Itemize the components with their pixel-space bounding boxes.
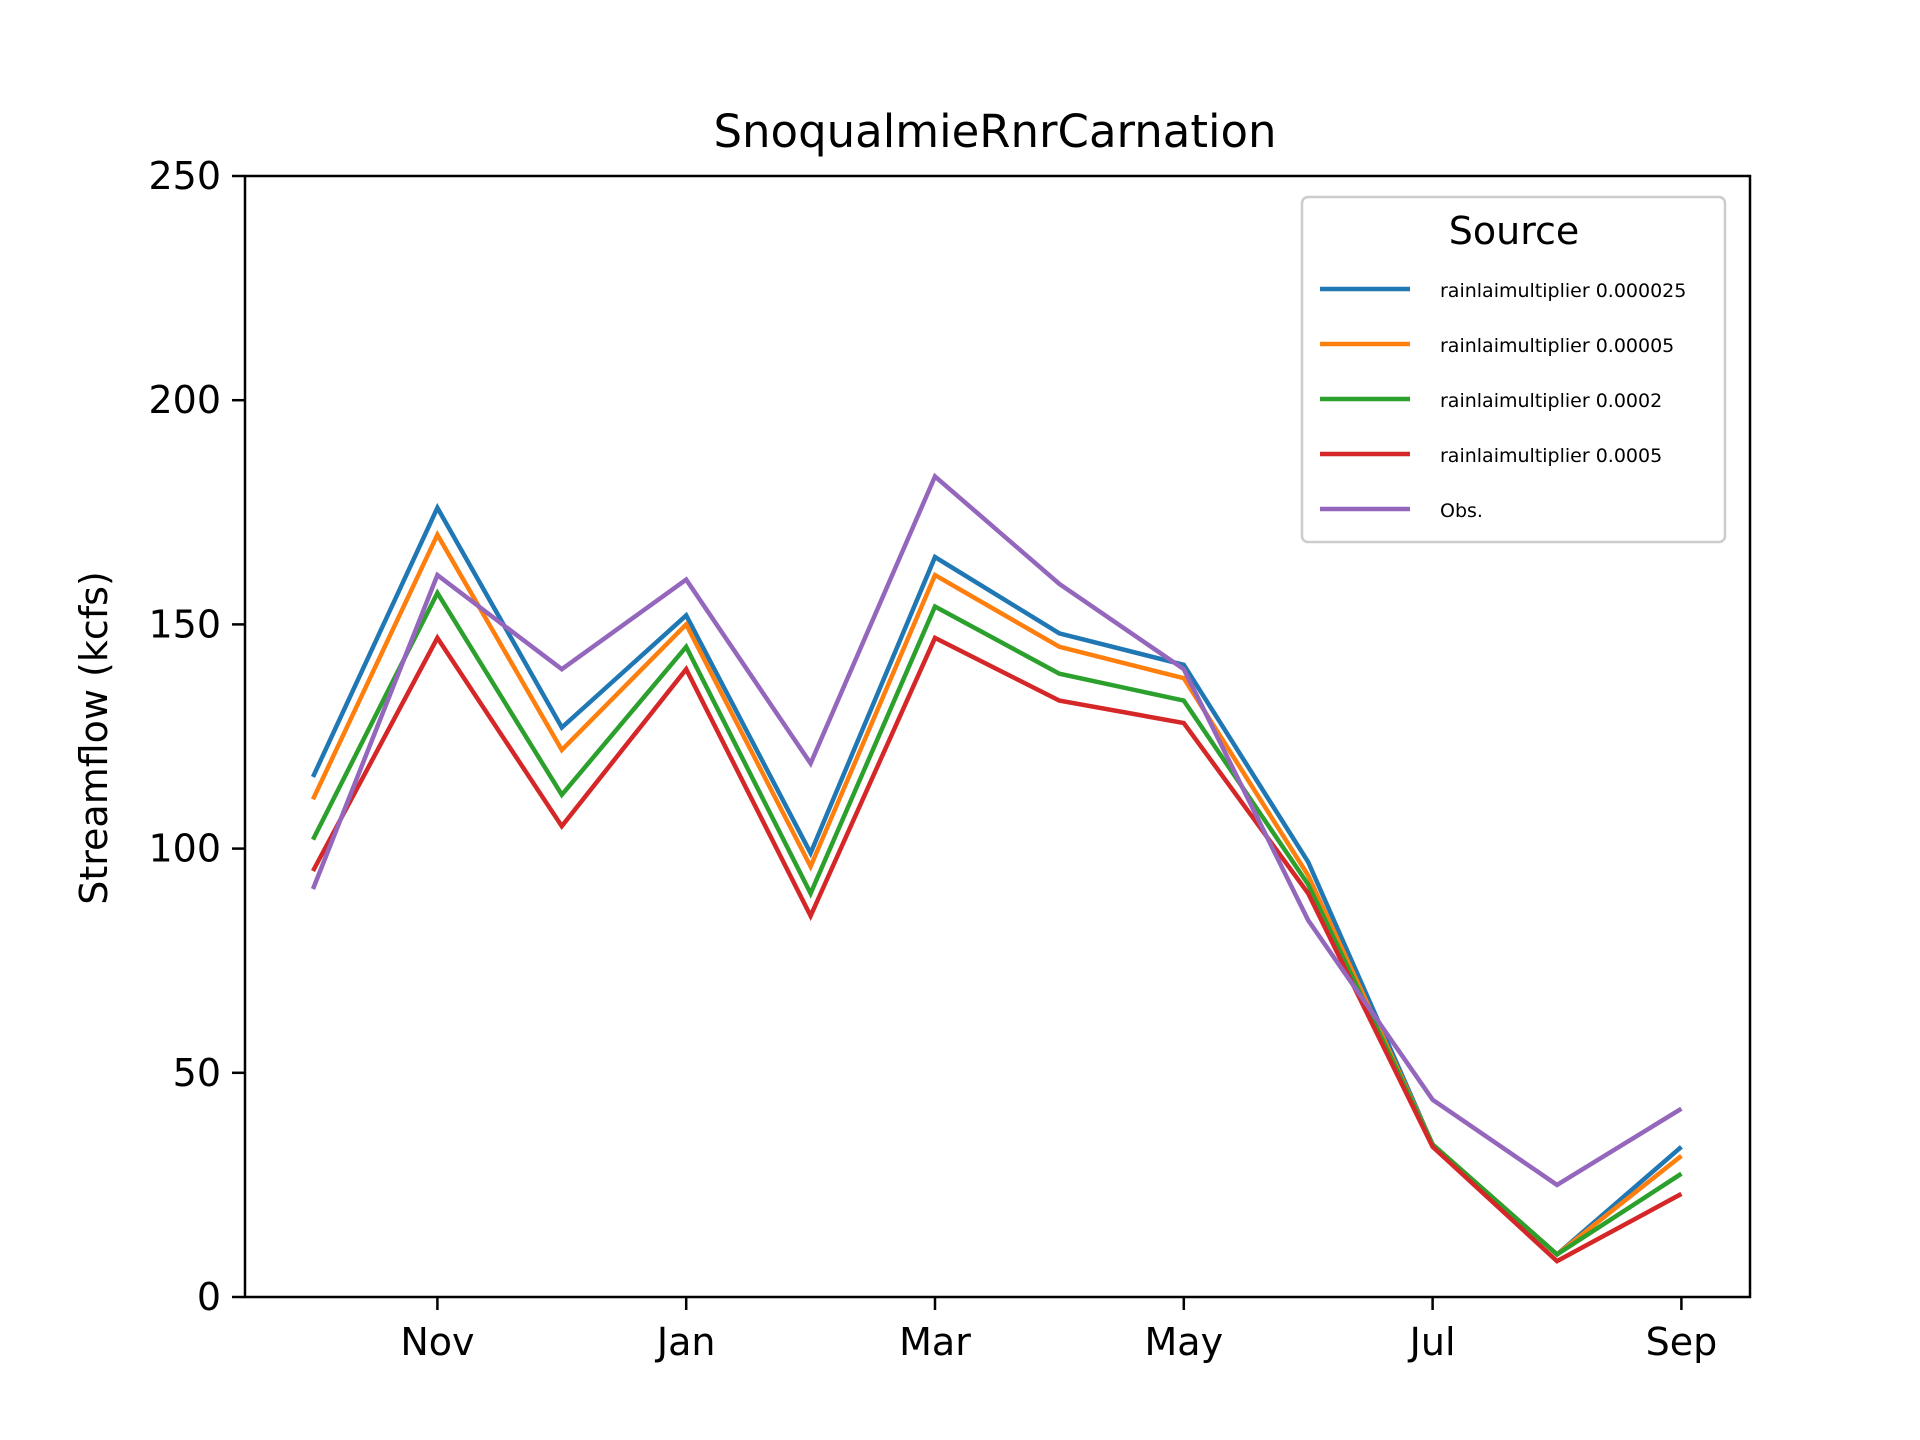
series-line-1 [310,502,1683,1258]
x-tick-label: May [1145,1320,1224,1364]
x-tick-label: Nov [400,1320,474,1364]
legend-entry-label: rainlaimultiplier 0.00005 [1440,335,1674,357]
legend-title: Source [1449,209,1580,253]
legend-entry-label: rainlaimultiplier 0.000025 [1440,280,1686,302]
y-axis-label: Streamflow (kcfs) [72,571,116,905]
series-line-5 [310,472,1683,1188]
x-tick-label: Jul [1408,1320,1456,1364]
series-line-3 [310,588,1683,1258]
x-tick-label: Jan [655,1320,716,1364]
y-tick-label: 250 [148,154,221,198]
x-tick-label: Sep [1646,1320,1718,1364]
legend-entry-label: rainlaimultiplier 0.0002 [1440,390,1662,412]
y-axis: 0 50 100 150 200 250 [148,154,245,1319]
y-tick-label: 50 [173,1051,221,1095]
y-tick-label: 200 [148,378,221,422]
y-tick-label: 0 [197,1275,221,1319]
plot-frame [243,174,1752,1299]
series-layer [310,472,1683,1264]
y-tick-label: 100 [148,827,221,871]
legend-entry-label: Obs. [1440,500,1483,522]
x-axis: Nov Jan Mar May Jul Sep [400,1297,1717,1364]
legend: Source rainlaimultiplier 0.000025 rainlai… [1300,195,1727,544]
y-tick-label: 150 [148,602,221,646]
chart-title: SnoqualmieRnrCarnation [713,105,1276,158]
legend-entry-label: rainlaimultiplier 0.0005 [1440,445,1662,467]
series-line-4 [311,633,1683,1264]
x-tick-label: Mar [899,1320,971,1364]
